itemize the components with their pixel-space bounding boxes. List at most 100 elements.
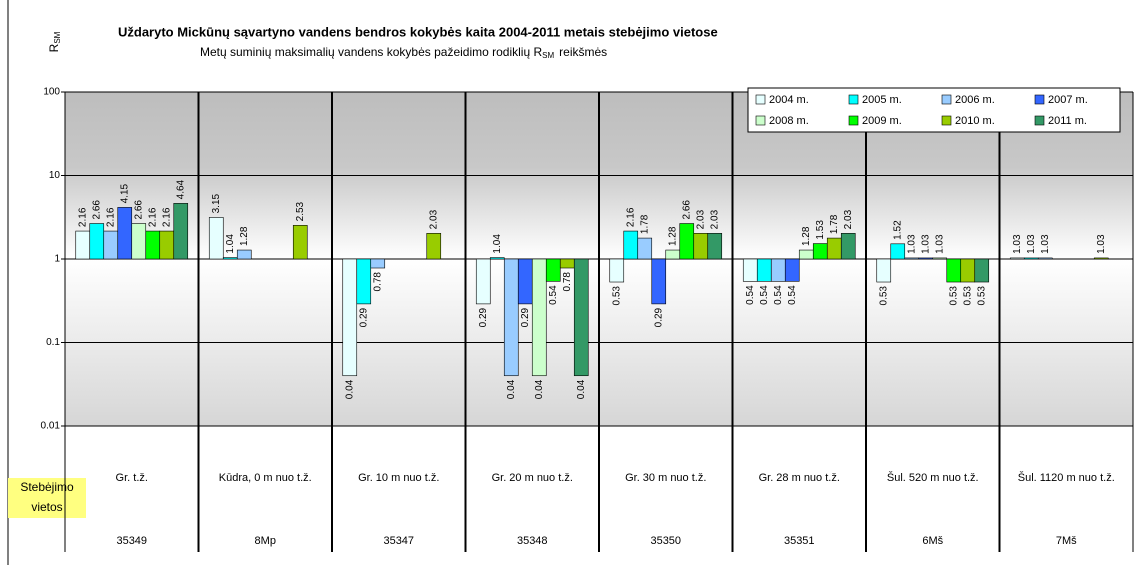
legend-label: 2005 m. [862, 94, 902, 106]
data-label: 4.15 [119, 183, 130, 203]
data-label: 2.53 [295, 201, 306, 221]
data-label: 0.54 [548, 285, 559, 305]
data-label: 0.04 [534, 379, 545, 399]
bar [89, 223, 105, 260]
x-tick-label: Gr. 10 m nuo t.ž. [358, 472, 439, 484]
bar [475, 258, 491, 305]
data-label: 0.53 [878, 286, 889, 306]
category-axis-label: vietos [31, 500, 62, 514]
data-label: 1.03 [1096, 234, 1107, 254]
data-label: 2.66 [133, 200, 144, 220]
bar [826, 237, 842, 260]
data-label: 2.03 [709, 209, 720, 229]
data-label: 2.66 [681, 200, 692, 220]
bar [559, 258, 575, 269]
category-axis-label: Stebėjimo [20, 480, 74, 494]
legend-label: 2010 m. [955, 115, 995, 127]
bar [609, 258, 625, 283]
data-label: 0.78 [562, 272, 573, 292]
data-label: 2.16 [77, 207, 88, 227]
y-tick-label: 0.01 [41, 421, 61, 432]
bar [707, 233, 723, 260]
data-label: 3.15 [211, 193, 222, 213]
bar [145, 230, 161, 260]
bar [918, 257, 934, 260]
legend-swatch [755, 94, 766, 105]
chart-title: Uždaryto Mickūnų sąvartyno vandens bendr… [118, 24, 718, 39]
data-label: 1.28 [239, 226, 250, 246]
bar [756, 258, 772, 282]
legend-swatch [848, 115, 859, 126]
data-label: 0.04 [344, 379, 355, 399]
bar [103, 230, 119, 260]
data-label: 2.16 [625, 207, 636, 227]
bar [531, 258, 547, 377]
bar [1009, 257, 1025, 260]
data-label: 1.78 [829, 214, 840, 234]
data-label: 2.66 [91, 200, 102, 220]
bar [637, 237, 653, 260]
bar [1037, 257, 1053, 260]
data-label: 2.16 [161, 207, 172, 227]
data-label: 0.04 [576, 379, 587, 399]
bar [1023, 257, 1039, 260]
data-label: 1.03 [1026, 234, 1037, 254]
legend-label: 2006 m. [955, 94, 995, 106]
x-tick-label: Gr. 20 m nuo t.ž. [492, 472, 573, 484]
legend-swatch [1034, 115, 1045, 126]
y-axis-label: RSM [47, 31, 62, 52]
data-label: 0.04 [506, 379, 517, 399]
bar [517, 258, 533, 305]
data-label: 4.64 [175, 179, 186, 199]
legend-swatch [941, 94, 952, 105]
x-tick-code: 7Mš [1056, 535, 1077, 547]
bar [222, 257, 238, 260]
data-label: 0.54 [773, 285, 784, 305]
y-tick-label: 1 [54, 254, 60, 265]
bar [356, 258, 372, 305]
x-tick-code: 35350 [650, 535, 681, 547]
bar [946, 258, 962, 283]
bar [545, 258, 561, 282]
bar [974, 258, 990, 283]
legend-swatch [848, 94, 859, 105]
data-label: 1.03 [1012, 234, 1023, 254]
bar [117, 207, 133, 260]
data-label: 1.03 [934, 234, 945, 254]
data-label: 0.53 [962, 286, 973, 306]
x-tick-label: Kūdra, 0 m nuo t.ž. [219, 472, 312, 484]
data-label: 2.16 [147, 207, 158, 227]
x-tick-label: Gr. t.ž. [116, 472, 148, 484]
data-label: 0.29 [358, 307, 369, 327]
bar [812, 243, 828, 260]
y-tick-label: 10 [49, 170, 61, 181]
bar [1093, 257, 1109, 260]
data-label: 1.03 [1040, 234, 1051, 254]
x-tick-code: 8Mp [255, 535, 276, 547]
bar [651, 258, 667, 305]
legend-swatch [755, 115, 766, 126]
bar [75, 230, 91, 260]
legend-label: 2007 m. [1048, 94, 1088, 106]
bar [904, 257, 920, 260]
x-tick-label: Gr. 28 m nuo t.ž. [759, 472, 840, 484]
legend-label: 2011 m. [1048, 115, 1087, 127]
bar [890, 243, 906, 260]
bar [840, 233, 856, 260]
bar [236, 249, 252, 260]
data-label: 0.78 [372, 272, 383, 292]
bar [932, 257, 948, 260]
x-tick-code: 35347 [383, 535, 414, 547]
legend-box [747, 87, 1121, 133]
data-label: 1.03 [920, 234, 931, 254]
data-label: 0.54 [745, 285, 756, 305]
bar [342, 258, 358, 377]
bar [960, 258, 976, 283]
data-label: 0.29 [653, 307, 664, 327]
bar [292, 225, 308, 260]
bar [159, 230, 175, 260]
data-label: 1.28 [801, 226, 812, 246]
bar [770, 258, 786, 282]
x-tick-code: 35351 [784, 535, 815, 547]
